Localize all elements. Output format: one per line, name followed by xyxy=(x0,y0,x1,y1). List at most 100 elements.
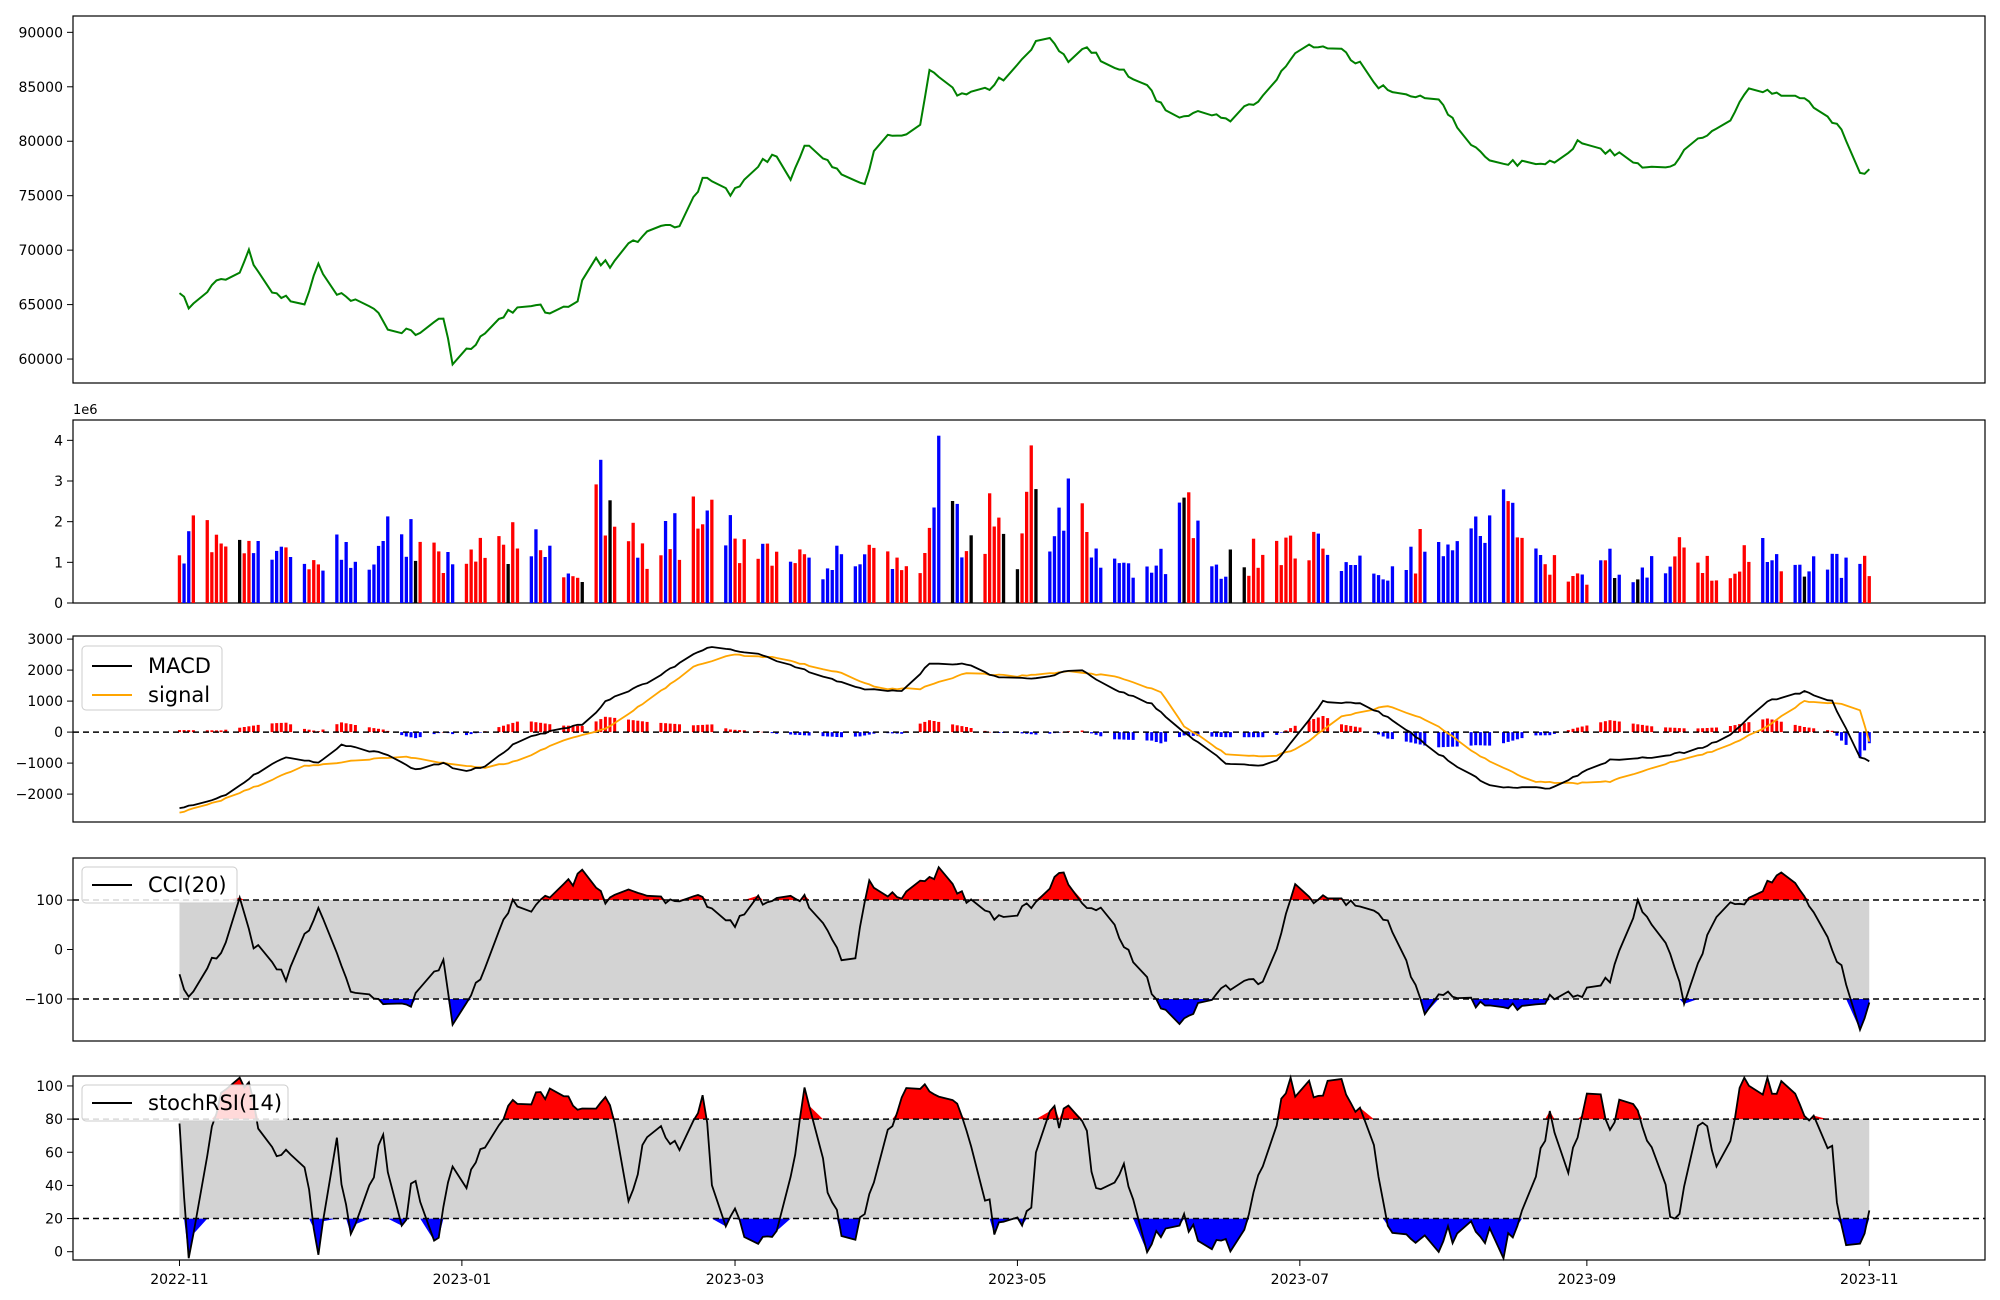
volume-bar xyxy=(761,543,765,603)
volume-bar xyxy=(1094,548,1098,603)
volume-bar xyxy=(626,541,631,603)
macd-histogram-bar xyxy=(1677,728,1681,733)
volume-bar xyxy=(1483,542,1487,603)
volume-bar xyxy=(1733,573,1737,603)
volume-bar xyxy=(770,565,774,603)
macd-histogram-bar xyxy=(840,732,843,738)
macd-histogram-bar xyxy=(340,722,343,733)
volume-bar xyxy=(1214,564,1219,603)
volume-bar xyxy=(1085,532,1089,603)
volume-bar xyxy=(1126,563,1131,603)
price-ytick-label-6: 90000 xyxy=(18,25,63,41)
volume-bar xyxy=(1742,545,1746,603)
volume-bar xyxy=(1506,501,1510,603)
price-panel: 60000 65000 70000 75000 80000 85000 90000 xyxy=(18,15,1986,384)
macd-histogram-bar xyxy=(1122,732,1126,740)
volume-bar xyxy=(1052,536,1057,603)
price-ytick-label-1: 65000 xyxy=(18,298,63,314)
macd-histogram-bar xyxy=(890,732,894,734)
volume-bar xyxy=(659,555,663,603)
volume-bar xyxy=(1187,492,1191,603)
volume-bar xyxy=(307,569,311,603)
volume-bar xyxy=(1122,562,1126,603)
volume-bar xyxy=(710,499,714,603)
macd-histogram-bar xyxy=(728,729,732,733)
volume-bar xyxy=(335,534,339,603)
macd-histogram-bar xyxy=(418,732,422,738)
volume-bar xyxy=(1376,575,1381,603)
macd-histogram-bar xyxy=(1080,730,1084,733)
volume-bar xyxy=(895,557,899,603)
macd-histogram-bar xyxy=(951,724,955,733)
cci-panel: −100 0 100 CCI(20) xyxy=(25,857,1986,1042)
volume-bar xyxy=(932,507,936,603)
volume-bar xyxy=(182,563,186,603)
macd-histogram-bar xyxy=(1571,728,1575,733)
volume-bar xyxy=(1488,515,1492,603)
volume-bar xyxy=(1478,536,1482,603)
volume-bar xyxy=(798,549,802,603)
volume-bar xyxy=(1825,569,1830,603)
volume-bar xyxy=(1413,573,1418,603)
volume-bar xyxy=(1196,520,1200,603)
volume-bar xyxy=(1418,529,1422,603)
volume-bar xyxy=(1747,561,1751,603)
volume-bar xyxy=(983,553,987,603)
x-tick-label-2: 2023-03 xyxy=(706,1272,765,1288)
volume-bar xyxy=(386,516,390,603)
volume-bar xyxy=(1312,531,1316,603)
volume-bar xyxy=(1177,502,1182,603)
stochrsi-panel: 0 20 40 60 80 100 stochRSI(14) 2022-11 2023-01… xyxy=(36,1074,1986,1288)
macd-histogram-bar xyxy=(1835,732,1839,736)
macd-histogram-bar xyxy=(451,732,455,735)
volume-bar xyxy=(1034,489,1038,603)
volume-bar xyxy=(997,517,1001,603)
volume-bar xyxy=(1844,557,1848,603)
macd-ytick-label-2: 0 xyxy=(54,725,63,741)
macd-histogram-bar xyxy=(511,722,515,733)
volume-ytick-label-2: 2 xyxy=(54,515,63,531)
macd-histogram-bar xyxy=(1483,732,1487,746)
macd-histogram-bar xyxy=(1650,726,1654,733)
stochrsi-legend-label: stochRSI(14) xyxy=(148,1091,282,1115)
volume-bar xyxy=(501,544,506,603)
volume-bar xyxy=(1191,538,1195,603)
macd-histogram-bar xyxy=(673,723,677,733)
macd-histogram-bar xyxy=(529,721,533,733)
volume-bar xyxy=(1640,567,1644,603)
macd-histogram-bar xyxy=(1710,727,1714,733)
volume-bar xyxy=(413,560,418,603)
volume-panel: 1e6 0 1 2 3 4 xyxy=(54,403,1986,612)
macd-histogram-bar xyxy=(775,732,779,734)
macd-histogram-bar xyxy=(1603,721,1607,733)
macd-histogram-bar xyxy=(534,722,538,733)
macd-histogram-bar xyxy=(1830,730,1834,733)
volume-bar xyxy=(802,554,807,603)
volume-bar xyxy=(367,569,371,603)
volume-bar xyxy=(830,570,834,603)
volume-bar xyxy=(288,557,293,603)
macd-legend-label: MACD xyxy=(148,654,211,678)
macd-histogram-bar xyxy=(988,731,992,733)
volume-ytick-label-1: 1 xyxy=(54,555,63,571)
macd-histogram-bar xyxy=(900,732,904,734)
volume-bar xyxy=(821,579,825,603)
macd-histogram-bar xyxy=(1506,732,1510,742)
volume-bar xyxy=(1534,548,1538,603)
volume-bar xyxy=(1390,566,1395,603)
macd-histogram-bar xyxy=(1057,732,1061,733)
volume-bar xyxy=(1728,578,1732,603)
volume-bar xyxy=(1029,445,1033,603)
macd-histogram-bar xyxy=(1520,732,1524,739)
macd-histogram-bar xyxy=(603,716,607,733)
macd-histogram-bar xyxy=(932,721,936,733)
volume-bar xyxy=(1344,562,1348,603)
volume-bar xyxy=(1117,563,1121,603)
volume-bar xyxy=(506,564,510,603)
volume-bar xyxy=(608,500,612,603)
volume-bar xyxy=(992,526,996,603)
macd-histogram-bar xyxy=(515,721,519,733)
volume-bar xyxy=(1696,562,1700,603)
volume-bar xyxy=(839,554,844,603)
volume-bar xyxy=(1423,551,1427,603)
